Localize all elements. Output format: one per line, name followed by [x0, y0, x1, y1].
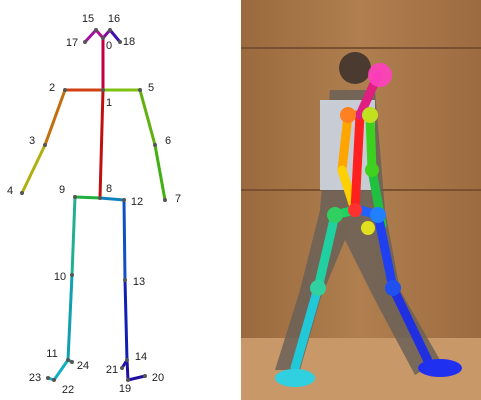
bone [155, 145, 165, 200]
node-label: 13 [133, 276, 145, 288]
joint [123, 278, 127, 282]
bone [140, 90, 155, 145]
node-label: 21 [106, 364, 118, 376]
node-label: 24 [77, 360, 89, 372]
node-label: 0 [106, 40, 112, 52]
node-label: 17 [66, 37, 78, 49]
bone [85, 30, 96, 42]
joint [143, 374, 147, 378]
node-label: 20 [152, 372, 164, 384]
node-label: 10 [54, 271, 66, 283]
joint [120, 366, 124, 370]
node-label: 19 [119, 383, 131, 395]
node-label: 1 [106, 97, 112, 109]
joint [138, 88, 142, 92]
node-label: 22 [62, 384, 74, 396]
joint [101, 36, 105, 40]
joint [70, 273, 74, 277]
joint [46, 376, 50, 380]
joint [73, 195, 77, 199]
node-label: 23 [29, 372, 41, 384]
joint [163, 198, 167, 202]
bone [125, 280, 127, 360]
bone [127, 360, 128, 380]
bone [128, 376, 145, 380]
joint [98, 196, 102, 200]
bone [68, 275, 72, 360]
joint [101, 88, 105, 92]
node-label: 7 [175, 193, 181, 205]
joint [66, 358, 70, 362]
joint [20, 191, 24, 195]
bone [100, 90, 103, 198]
node-label: 12 [131, 196, 143, 208]
bone [75, 197, 100, 198]
bone [100, 198, 124, 200]
bone [45, 90, 65, 145]
node-label: 2 [49, 82, 55, 94]
node-label: 9 [59, 184, 65, 196]
node-label: 14 [135, 351, 147, 363]
joint [94, 28, 98, 32]
bone [22, 145, 45, 193]
joint [122, 198, 126, 202]
joint [52, 378, 56, 382]
joint [126, 378, 130, 382]
joint [43, 143, 47, 147]
joint [63, 88, 67, 92]
joint [125, 358, 129, 362]
joint [108, 28, 112, 32]
photo [241, 0, 481, 400]
node-label: 15 [82, 13, 94, 25]
joint [153, 143, 157, 147]
bone [124, 200, 125, 280]
figure: 0123456789101112131415161718192021222324 [0, 0, 481, 400]
joint [83, 40, 87, 44]
page: 0123456789101112131415161718192021222324… [0, 0, 481, 400]
node-label: 11 [46, 348, 57, 360]
node-label: 5 [148, 82, 154, 94]
node-label: 6 [165, 135, 171, 147]
bone [72, 197, 75, 275]
node-label: 8 [106, 183, 112, 195]
head [339, 52, 371, 84]
bone [54, 360, 68, 380]
joint [70, 360, 74, 364]
node-label: 3 [29, 135, 35, 147]
node-label: 16 [108, 13, 120, 25]
node-label: 4 [7, 185, 13, 197]
node-label: 18 [123, 36, 135, 48]
joint [118, 40, 122, 44]
